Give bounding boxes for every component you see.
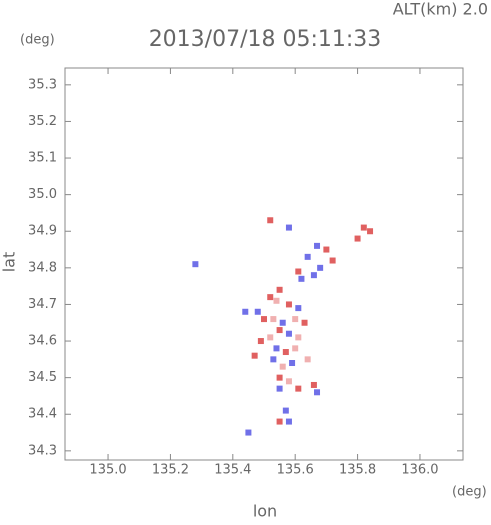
echo-point <box>282 349 289 356</box>
echo-point <box>254 308 261 315</box>
echo-point <box>270 316 277 323</box>
echo-point <box>314 389 321 396</box>
echo-point <box>289 360 296 367</box>
echo-point <box>317 264 324 271</box>
y-tick-label: 34.7 <box>28 297 57 312</box>
echo-point <box>354 235 361 242</box>
echo-point <box>285 330 292 337</box>
echo-point <box>257 338 264 345</box>
echo-point <box>285 301 292 308</box>
echo-point <box>360 224 367 231</box>
x-tick-label: 135.8 <box>339 463 376 478</box>
echo-point <box>323 246 330 253</box>
x-unit: (deg) <box>452 485 487 500</box>
altitude-label: ALT(km) 2.0 <box>393 0 488 19</box>
echo-point <box>304 253 311 260</box>
echo-point <box>273 297 280 304</box>
echo-point <box>192 261 199 268</box>
echo-point <box>329 257 336 264</box>
y-tick-label: 35.2 <box>28 114 57 129</box>
echo-point <box>267 217 274 224</box>
echo-point <box>251 352 258 359</box>
echo-point <box>270 356 277 363</box>
x-axis-label: lon <box>253 502 277 521</box>
chart-title: 2013/07/18 05:11:33 <box>149 27 382 52</box>
y-unit: (deg) <box>20 33 55 48</box>
echo-point <box>314 242 321 249</box>
echo-point <box>245 429 252 436</box>
x-tick-label: 135.6 <box>277 463 314 478</box>
y-tick-label: 34.8 <box>28 260 57 275</box>
echo-point <box>298 275 305 282</box>
echo-point <box>276 286 283 293</box>
y-tick-label: 34.4 <box>28 407 57 422</box>
echo-point <box>261 316 267 323</box>
y-tick-label: 35.3 <box>28 77 57 92</box>
echo-point <box>304 356 311 363</box>
echo-point <box>279 319 286 326</box>
y-tick-label: 35.1 <box>28 151 57 166</box>
echo-point <box>285 224 292 231</box>
echo-point <box>267 334 274 341</box>
echo-point <box>276 418 283 425</box>
echo-point <box>310 272 317 279</box>
y-tick-label: 34.6 <box>28 334 57 349</box>
x-tick-label: 135.0 <box>89 463 126 478</box>
y-tick-label: 35.0 <box>28 187 57 202</box>
plot-frame <box>64 67 464 461</box>
echo-point <box>276 327 283 334</box>
x-tick-label: 135.2 <box>152 463 189 478</box>
echo-point <box>295 268 302 275</box>
x-tick-label: 136.0 <box>401 463 438 478</box>
echo-point <box>292 316 299 323</box>
echo-point <box>292 345 299 352</box>
echo-point <box>267 294 274 301</box>
y-tick-label: 34.9 <box>28 224 57 239</box>
x-tick-label: 135.4 <box>214 463 251 478</box>
echo-point <box>276 385 283 392</box>
echo-point <box>276 374 283 381</box>
echo-point <box>310 381 317 388</box>
y-axis-label: lat <box>0 252 19 273</box>
echo-point <box>282 407 289 414</box>
echo-point <box>295 305 302 312</box>
echo-point <box>301 319 308 326</box>
echo-point <box>295 334 302 341</box>
echo-point <box>273 345 280 352</box>
echo-point <box>295 385 302 392</box>
y-tick-label: 34.3 <box>28 443 57 458</box>
echo-point <box>285 418 292 425</box>
echo-point <box>367 228 374 235</box>
echo-point <box>279 363 286 370</box>
echo-point <box>285 378 292 385</box>
y-tick-label: 34.5 <box>28 370 57 385</box>
echo-point <box>242 308 249 315</box>
